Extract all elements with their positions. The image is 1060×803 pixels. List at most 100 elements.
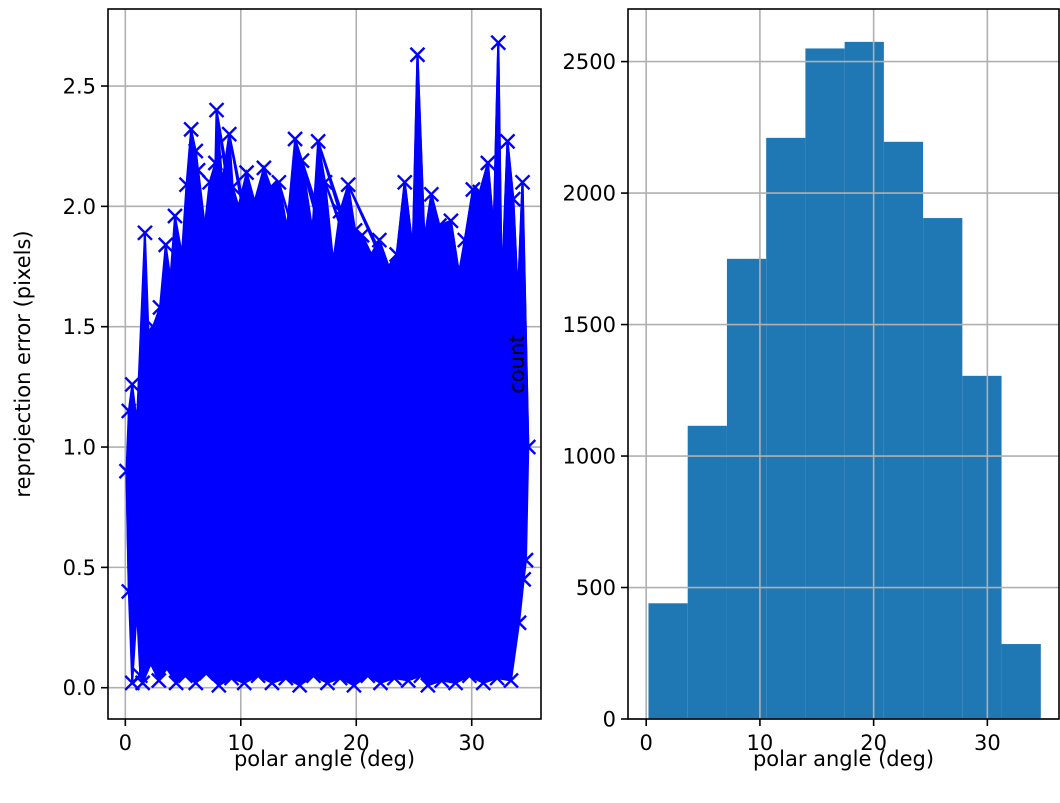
scatter-point-marker [310,133,326,150]
scatter-point-marker [413,667,429,684]
histogram-bar [883,141,924,720]
scatter-point-marker [157,237,174,253]
scatter-point-marker [221,126,238,143]
scatter-point-marker [208,102,225,118]
scatter-point-marker [317,174,333,191]
scatter-point-marker [514,174,531,191]
scatter-point-marker [431,217,448,234]
scatter-point-marker [294,152,310,169]
histogram-bar [1001,644,1041,719]
histogram-bar [962,375,1002,719]
scatter-point-marker [471,184,488,200]
scatter-x-tick-label: 0 [119,731,132,755]
scatter-point-marker [372,675,389,691]
histogram-y-tick-label: 500 [576,576,616,600]
scatter-point-marker [271,174,287,191]
scatter-point-marker [511,614,527,631]
scatter-point-marker [363,246,380,263]
scatter-point-marker [168,675,184,691]
scatter-point-marker [177,667,194,684]
scatter-point-marker [419,677,436,694]
scatter-point-marker [201,174,218,191]
scatter-y-tick-label: 1.0 [63,436,96,460]
scatter-point-marker [490,34,507,51]
scatter-point-marker [214,174,231,191]
histogram-bar [766,137,806,719]
scatter-point-marker [129,600,145,617]
scatter-point-marker [433,672,450,689]
histogram-y-tick-label: 0 [603,708,616,732]
scatter-point-marker [380,258,397,275]
scatter-point-marker [409,46,426,63]
histogram-y-tick-label: 1500 [563,313,616,337]
scatter-point-marker [223,670,240,686]
scatter-series [118,34,537,694]
histogram-x-tick-label: 30 [974,731,1001,755]
scatter-point-marker [291,677,308,694]
scatter-point-marker [210,677,227,694]
histogram-bar [648,603,688,719]
histogram-bar [687,425,727,719]
histogram-x-tick-label: 0 [640,731,653,755]
scatter-point-marker [134,675,151,691]
histogram-axes-frame [627,8,1060,720]
scatter-y-tick-label: 0.5 [63,556,96,580]
scatter-point-marker [207,155,224,171]
scatter-point-marker [129,415,145,431]
scatter-point-marker [167,208,183,224]
scatter-point-marker [319,675,336,691]
scatter-y-axis-label: reprojection error (pixels) [11,230,35,497]
scatter-point-marker [124,376,141,393]
histogram-bar [844,41,884,720]
scatter-point-marker [416,232,433,248]
scatter-point-marker [304,222,321,239]
scatter-point-marker [236,675,253,691]
scatter-panel: 0 10 20 30 0.0 0.5 1.0 1.5 2.0 2.5 polar angle (d… [11,8,542,771]
scatter-point-marker [118,463,135,479]
scatter-point-marker [174,246,190,263]
scatter-y-tick-label: 2.0 [63,195,96,219]
scatter-point-marker [250,667,266,684]
scatter-x-tick-label: 10 [227,731,254,755]
scatter-point-marker [137,224,153,241]
scatter-point-marker [489,670,505,686]
scatter-point-marker [346,677,362,694]
scatter-point-marker [287,131,303,147]
scatter-point-marker [198,665,214,682]
scatter-x-tick-label: 20 [343,731,370,755]
scatter-point-marker [152,299,168,316]
scatter-point-marker [230,198,247,215]
scatter-point-marker [456,232,473,248]
scatter-point-marker [499,133,516,150]
histogram-x-axis-label: polar angle (deg) [753,747,934,771]
scatter-point-marker [388,246,405,263]
histogram-bar [923,218,963,720]
scatter-point-marker [340,176,357,193]
scatter-point-marker [305,667,322,684]
histogram-bar [805,48,845,719]
scatter-point-marker [520,439,537,455]
scatter-point-marker [142,655,159,672]
scatter-point-marker [347,222,363,239]
scatter-point-marker [120,403,137,419]
scatter-point-marker [256,159,272,176]
histogram-ticks: 0 10 20 30 0 500 1000 1500 2000 2500 [563,50,1001,755]
histogram-y-tick-label: 2000 [563,182,616,206]
scatter-point-marker [518,552,534,569]
scatter-point-marker [443,212,459,229]
scatter-point-marker [162,270,179,287]
scatter-point-marker [279,220,295,236]
scatter-point-marker [371,232,388,248]
scatter-point-marker [332,670,348,686]
scatter-point-marker [447,675,464,691]
scatter-point-marker [120,583,137,600]
scatter-line [125,41,530,687]
scatter-point-marker [493,282,510,299]
scatter-point-marker [262,179,279,195]
scatter-y-tick-label: 0.0 [63,676,96,700]
scatter-y-tick-label: 1.5 [63,315,96,339]
scatter-x-tick-label: 30 [458,731,485,755]
scatter-point-marker [359,667,376,684]
scatter-point-marker [485,222,502,239]
scatter-point-marker [386,670,403,686]
